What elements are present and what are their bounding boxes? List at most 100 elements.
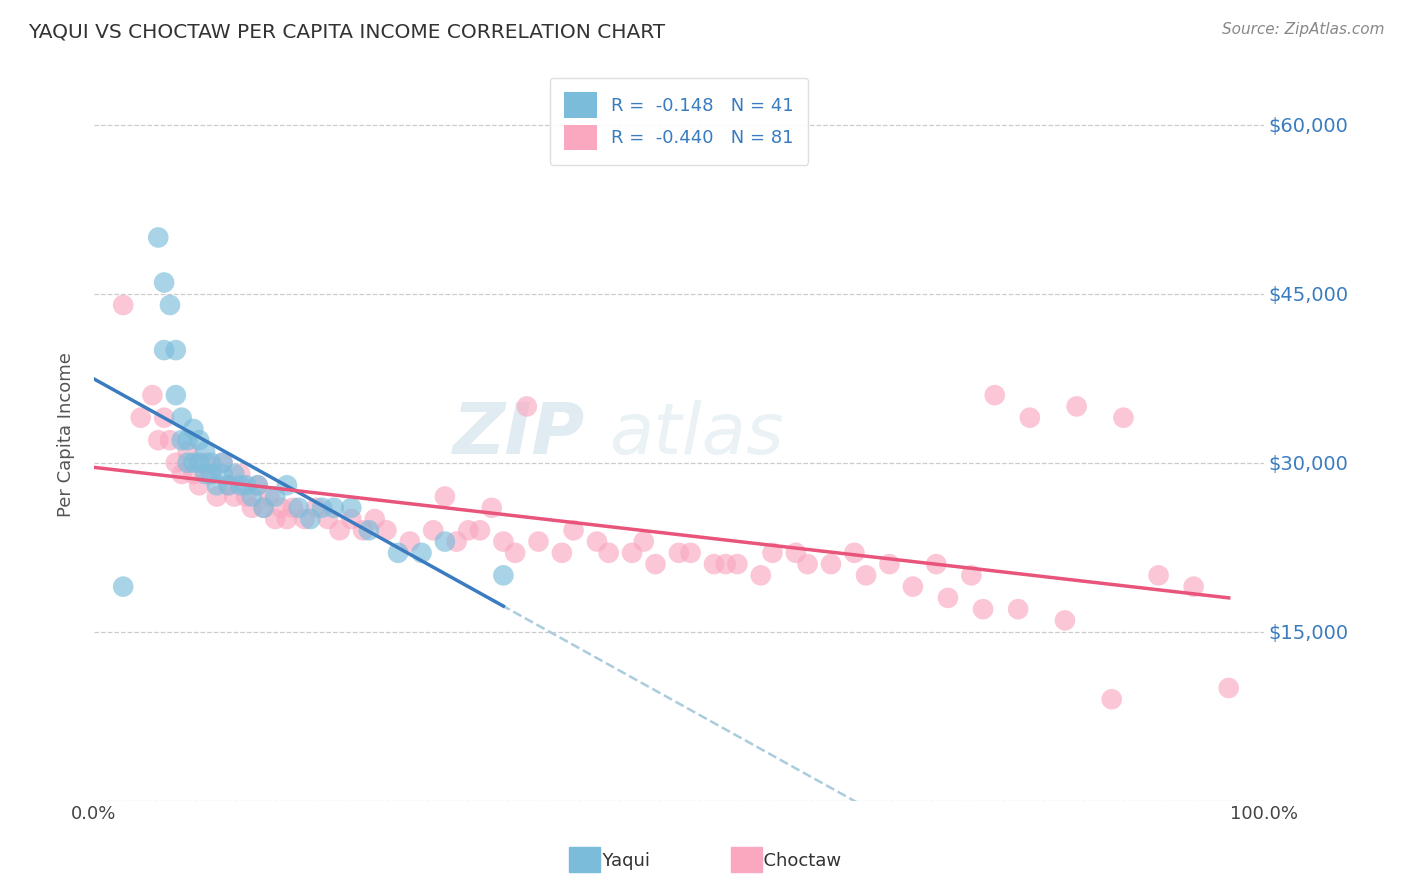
Point: [796, 557, 818, 571]
Point: [188, 456, 211, 470]
Point: [1018, 410, 1040, 425]
Point: [492, 568, 515, 582]
Point: [159, 433, 181, 447]
Point: [936, 591, 959, 605]
Point: [984, 388, 1007, 402]
Point: [446, 534, 468, 549]
Point: [205, 478, 228, 492]
Point: [375, 524, 398, 538]
Point: [1147, 568, 1170, 582]
Point: [188, 433, 211, 447]
Point: [194, 467, 217, 481]
Point: [276, 512, 298, 526]
Point: [468, 524, 491, 538]
Point: [516, 400, 538, 414]
Point: [259, 490, 281, 504]
Point: [287, 500, 309, 515]
Point: [972, 602, 994, 616]
Point: [211, 456, 233, 470]
Point: [1053, 614, 1076, 628]
Point: [305, 500, 328, 515]
Point: [264, 512, 287, 526]
Text: Source: ZipAtlas.com: Source: ZipAtlas.com: [1222, 22, 1385, 37]
Point: [422, 524, 444, 538]
Point: [503, 546, 526, 560]
Point: [264, 490, 287, 504]
Point: [1007, 602, 1029, 616]
Point: [252, 500, 274, 515]
Point: [901, 580, 924, 594]
Point: [200, 456, 222, 470]
Point: [725, 557, 748, 571]
Point: [217, 478, 239, 492]
Point: [240, 490, 263, 504]
Point: [387, 546, 409, 560]
Point: [224, 467, 246, 481]
Point: [200, 467, 222, 481]
Point: [183, 467, 205, 481]
Text: atlas: atlas: [609, 401, 783, 469]
Point: [398, 534, 420, 549]
Point: [235, 478, 257, 492]
Text: Choctaw: Choctaw: [752, 852, 841, 870]
Point: [433, 490, 456, 504]
Point: [960, 568, 983, 582]
Point: [411, 546, 433, 560]
Point: [329, 524, 352, 538]
Point: [159, 298, 181, 312]
Point: [340, 500, 363, 515]
Point: [749, 568, 772, 582]
Point: [165, 388, 187, 402]
Point: [1066, 400, 1088, 414]
Point: [148, 433, 170, 447]
Point: [194, 456, 217, 470]
Point: [668, 546, 690, 560]
Point: [188, 478, 211, 492]
Text: YAQUI VS CHOCTAW PER CAPITA INCOME CORRELATION CHART: YAQUI VS CHOCTAW PER CAPITA INCOME CORRE…: [28, 22, 665, 41]
Point: [352, 524, 374, 538]
Point: [820, 557, 842, 571]
Point: [252, 500, 274, 515]
Point: [299, 512, 322, 526]
Point: [1218, 681, 1240, 695]
Point: [129, 410, 152, 425]
Point: [492, 534, 515, 549]
Point: [211, 456, 233, 470]
Point: [229, 467, 252, 481]
Point: [183, 422, 205, 436]
Point: [276, 478, 298, 492]
Point: [153, 410, 176, 425]
Point: [205, 490, 228, 504]
Point: [844, 546, 866, 560]
Point: [925, 557, 948, 571]
Point: [551, 546, 574, 560]
Point: [364, 512, 387, 526]
Y-axis label: Per Capita Income: Per Capita Income: [58, 352, 75, 517]
Point: [316, 512, 339, 526]
Point: [322, 500, 344, 515]
Point: [294, 512, 316, 526]
Point: [200, 467, 222, 481]
Point: [340, 512, 363, 526]
Point: [246, 478, 269, 492]
Point: [246, 478, 269, 492]
Point: [679, 546, 702, 560]
Point: [714, 557, 737, 571]
Point: [621, 546, 644, 560]
Point: [194, 444, 217, 458]
Point: [644, 557, 666, 571]
Point: [433, 534, 456, 549]
Point: [153, 343, 176, 357]
Point: [598, 546, 620, 560]
Point: [761, 546, 783, 560]
Text: ZIP: ZIP: [453, 401, 585, 469]
Point: [240, 500, 263, 515]
Point: [785, 546, 807, 560]
Point: [481, 500, 503, 515]
Point: [224, 490, 246, 504]
Point: [1182, 580, 1205, 594]
Point: [357, 524, 380, 538]
Point: [183, 456, 205, 470]
Point: [176, 456, 198, 470]
Point: [170, 433, 193, 447]
